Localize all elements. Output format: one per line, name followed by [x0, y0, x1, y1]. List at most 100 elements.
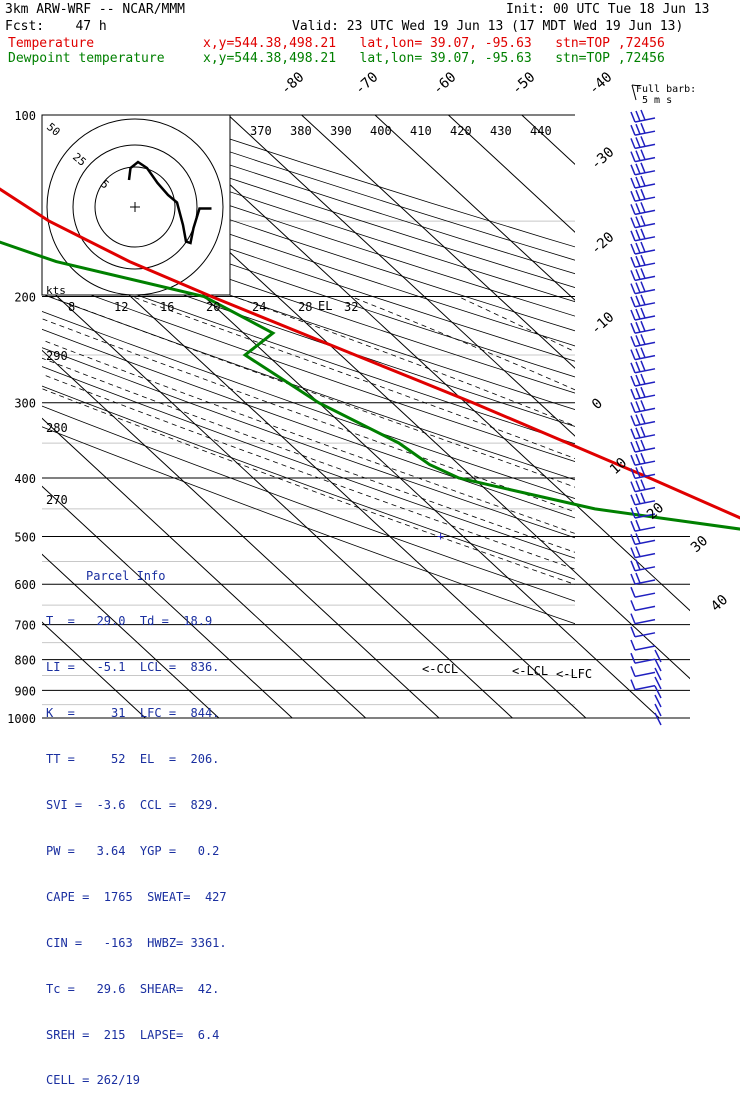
parcel-marker: + [437, 529, 444, 543]
wind-barb-flag [640, 241, 646, 253]
wind-barb-flag [630, 481, 636, 492]
wind-barb-flag [640, 413, 646, 424]
wind-barb-flag [640, 188, 646, 200]
wind-barb-flag [630, 468, 636, 479]
wind-barb-flag [635, 572, 641, 584]
hodograph-frame [41, 114, 231, 296]
parcel-row: SVI = -3.6 CCL = 829. [46, 798, 220, 813]
wind-barb-flag [640, 136, 646, 147]
wind-barb-flag [630, 560, 636, 572]
parcel-row: PW = 3.64 YGP = 0.2 [46, 843, 220, 858]
wind-barb-flag [640, 492, 646, 504]
wind-barb-flag [630, 217, 636, 228]
theta-label: 430 [490, 124, 512, 138]
wind-barb-flag [635, 427, 641, 439]
isotherm-line [154, 115, 690, 718]
wind-barb-flag [630, 494, 636, 506]
wind-barb-flag [630, 270, 636, 281]
dry-adiabat [42, 183, 575, 362]
barb-legend-icon [631, 84, 637, 101]
wind-barb-flag [630, 230, 636, 242]
dry-adiabat [155, 115, 575, 248]
wind-barb-flag [635, 321, 641, 333]
wind-barb-low [654, 676, 662, 690]
speed-axis-label: 12 [114, 300, 128, 314]
hodograph-ring [94, 166, 176, 248]
wind-barb-flag [630, 600, 636, 611]
wind-barb-flag [630, 190, 636, 202]
hodograph-ring [72, 144, 198, 270]
isotherm-line [448, 115, 690, 718]
isotherm-line [42, 115, 366, 718]
wind-barb-flag [635, 361, 641, 373]
wind-barb-flag [635, 348, 641, 359]
wind-barb-flag [630, 375, 636, 387]
wind-barb-flag [640, 479, 646, 490]
wind-barb-flag [635, 506, 641, 518]
temperature-tick-label: -60 [430, 69, 460, 98]
wind-barb-low [654, 703, 662, 717]
wind-barb-staff [634, 526, 656, 532]
wind-barb-flag [630, 652, 636, 664]
parcel-row: T = 29.0 Td = 18.9 [46, 614, 213, 629]
pressure-tick-label: 100 [14, 109, 36, 123]
moist-adiabat [350, 296, 575, 391]
parcel-row: CIN = -163 HWBZ= 3361. [46, 935, 227, 950]
theta-label: 390 [330, 124, 352, 138]
wind-barb-flag [630, 296, 636, 308]
wind-barb-flag [635, 295, 641, 307]
isotherm-line [594, 115, 690, 718]
speed-axis-label: 20 [206, 300, 220, 314]
wind-barb-flag [640, 439, 646, 451]
dewpoint-trace [0, 240, 740, 531]
wind-barb-flag [635, 533, 641, 544]
wind-barb-flag [630, 573, 636, 585]
temperature-tick-label: -50 [509, 69, 539, 98]
wind-barb-flag [635, 123, 641, 135]
wind-barb-low [654, 658, 662, 672]
barb-legend-line2: 5 m s [642, 95, 672, 106]
dry-adiabat [42, 293, 575, 481]
theta-label: 440 [530, 124, 552, 138]
wind-barb-flag [630, 679, 636, 690]
hodograph-trace [127, 160, 212, 245]
wind-barb-flag [630, 283, 636, 294]
wind-barb-flag [630, 534, 636, 545]
wind-barb-flag [635, 255, 641, 267]
wind-barb-flag [630, 138, 636, 149]
speed-axis-label: 32 [344, 300, 358, 314]
temperature-tick-label: -70 [352, 69, 382, 98]
wind-barb-flag [630, 666, 636, 677]
dewpoint-label: Dewpoint temperature [8, 51, 165, 66]
wind-barb-flag [630, 164, 636, 176]
dry-adiabat [42, 385, 575, 580]
speed-axis-label: 8 [68, 300, 75, 314]
wind-barb-flag [635, 440, 641, 452]
pressure-tick-label: 400 [14, 472, 36, 486]
barb-legend-line1: Full barb: [636, 84, 696, 95]
dry-adiabat [42, 347, 575, 539]
wind-barb-flag [640, 268, 646, 279]
valid-time: Valid: 23 UTC Wed 19 Jun 13 (17 MDT Wed … [292, 19, 684, 34]
isotherm-line [42, 115, 440, 718]
theta-label: 410 [410, 124, 432, 138]
wind-barb-flag [635, 308, 641, 320]
wind-barb-flag [630, 349, 636, 360]
dry-adiabat [42, 198, 575, 378]
wind-barb-staff [634, 658, 656, 664]
wind-barb-flag [630, 124, 636, 136]
wind-barb-flag [640, 360, 646, 372]
wind-barb-flag [640, 347, 646, 358]
theta-side-label: 290 [46, 349, 68, 363]
dry-adiabat [42, 426, 575, 625]
hodograph-ring [46, 118, 224, 296]
wind-barb-flag [635, 493, 641, 505]
isotherm-line [42, 115, 293, 718]
wind-barb-flag [630, 454, 636, 466]
wind-barb-staff [634, 618, 656, 625]
level-marker-ccl: <-CCL [422, 662, 458, 676]
parcel-row: CELL = 262/19 [46, 1073, 140, 1088]
init-time: Init: 00 UTC Tue 18 Jun 13 [506, 2, 710, 17]
wind-barb-flag [635, 414, 641, 425]
